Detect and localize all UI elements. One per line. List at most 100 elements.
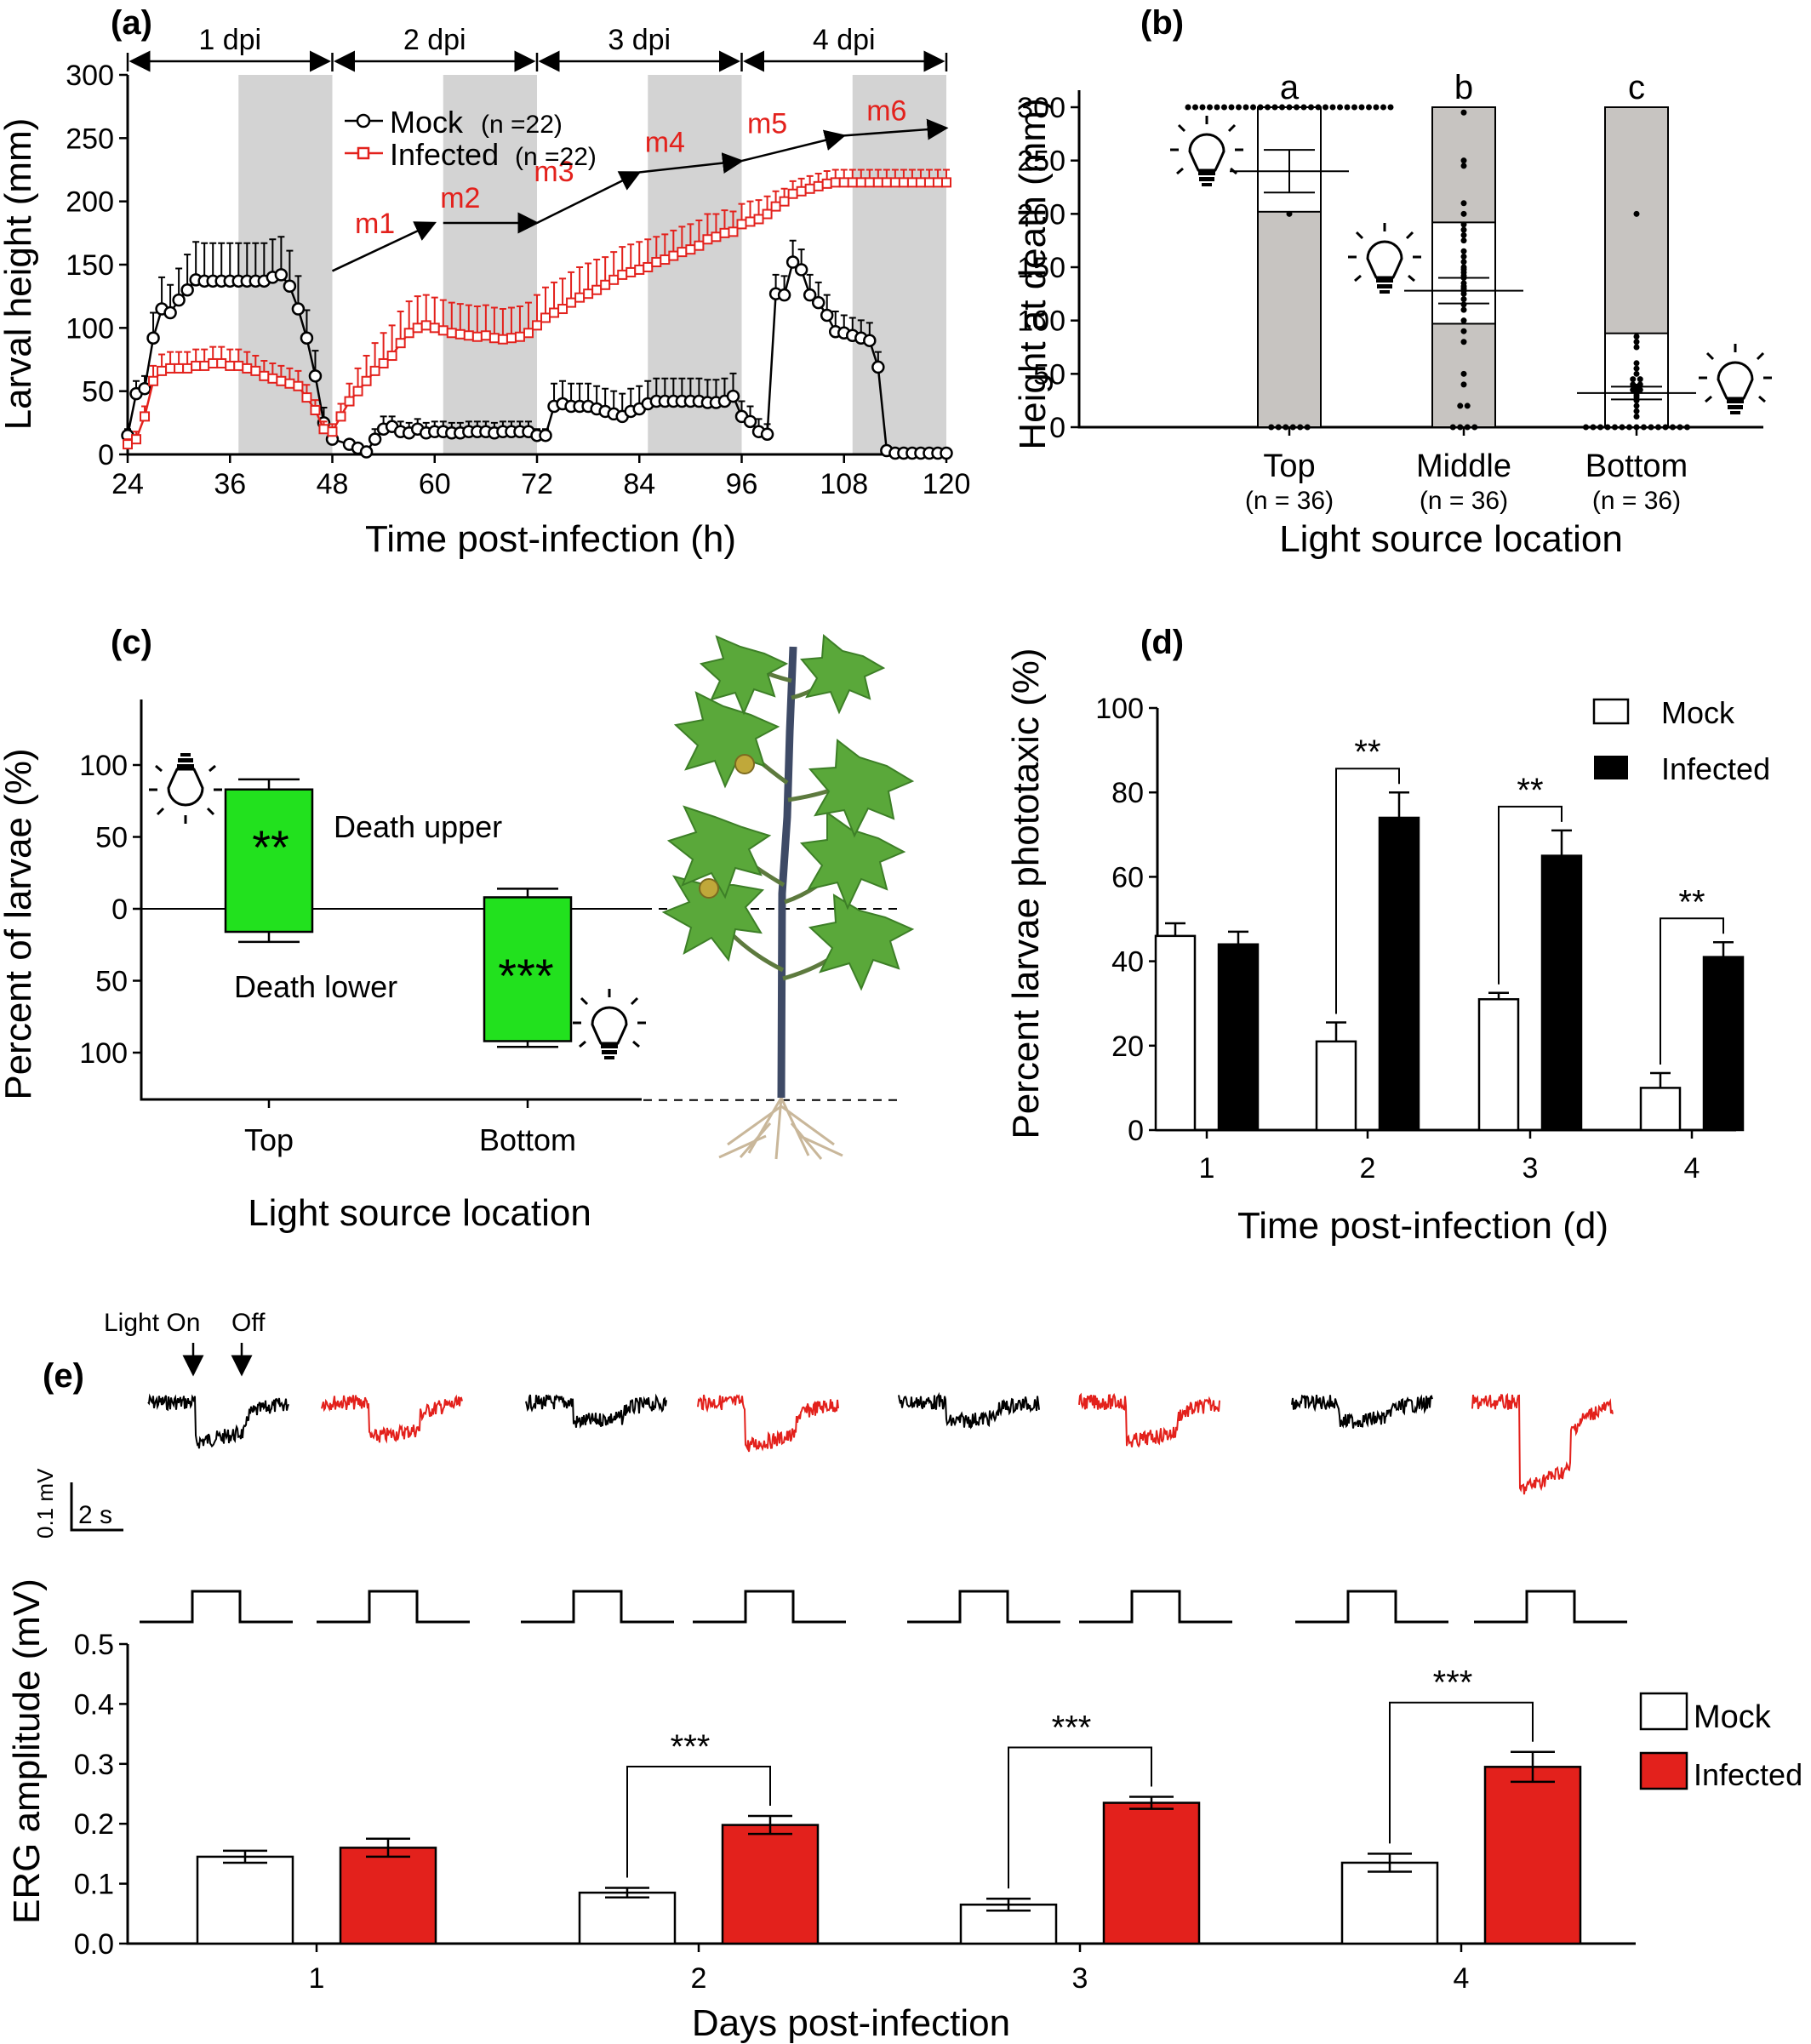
light-bulb-icon-bottom — [1697, 342, 1774, 416]
data-point — [940, 446, 953, 460]
data-point — [335, 411, 346, 422]
data-point — [932, 177, 943, 188]
data-point — [378, 357, 389, 368]
data-point — [651, 257, 662, 268]
x-tick-label: 60 — [419, 468, 451, 500]
death-point — [1630, 376, 1637, 383]
significance-bracket — [626, 1766, 771, 1878]
death-point — [1460, 163, 1467, 169]
y-tick-label: 150 — [66, 249, 114, 282]
category-label: Bottom — [1585, 448, 1688, 484]
x-tick-label: 1 — [1199, 1152, 1215, 1185]
panel-c-y-label: Percent of larvae (%) — [0, 748, 39, 1099]
data-point — [284, 378, 295, 389]
data-point — [250, 365, 261, 376]
legend-infected-n: (n =22) — [515, 143, 597, 171]
x-tick-label: 2 — [691, 1962, 707, 1995]
data-point — [557, 304, 568, 315]
category-label: Top — [1263, 448, 1315, 484]
data-point — [293, 380, 304, 391]
data-point — [318, 424, 329, 435]
y-tick-label: 20 — [1111, 1031, 1144, 1063]
death-point — [1185, 104, 1191, 111]
death-point — [1626, 424, 1632, 431]
error-bar — [397, 311, 404, 344]
death-point — [1633, 360, 1640, 367]
y-tick-label: 300 — [66, 60, 114, 92]
death-point — [1460, 381, 1467, 388]
bar-infected-day2 — [721, 1824, 820, 1945]
data-point — [180, 283, 194, 297]
y-tick-label: 50 — [82, 376, 114, 408]
panel-b: (b) 0 50 100 150 200 250 300 a Top (n = 36) b Middl… — [1012, 4, 1774, 560]
data-point — [148, 375, 159, 386]
data-point — [830, 177, 841, 188]
death-point — [1257, 104, 1264, 111]
death-point — [1460, 157, 1467, 164]
death-point — [1300, 104, 1307, 111]
erg-trace-infected-day1 — [321, 1394, 463, 1444]
y-tick-label: 200 — [1017, 198, 1065, 231]
data-point — [736, 219, 747, 230]
data-point — [276, 375, 287, 386]
death-lower-annotation: Death lower — [234, 969, 397, 1004]
data-point — [779, 196, 790, 207]
death-point — [1464, 403, 1471, 409]
light-stimulus-6 — [1079, 1590, 1232, 1624]
data-point — [591, 284, 603, 295]
death-upper-annotation: Death upper — [334, 809, 502, 844]
death-point — [1460, 328, 1467, 334]
death-point — [1460, 339, 1467, 345]
data-point — [668, 250, 679, 261]
panel-e-plot: 0.0 0.1 0.2 0.3 0.4 0.5 1 2 *** 3 *** 4 *** — [74, 1629, 1636, 1995]
panel-c-label: (c) — [111, 624, 152, 661]
data-point — [172, 293, 186, 307]
y-tick-label: 50 — [1033, 358, 1065, 391]
data-point — [463, 330, 474, 341]
panel-e-label: (e) — [43, 1357, 84, 1395]
data-point — [794, 263, 808, 277]
data-point — [216, 357, 227, 368]
bar-infected-d3 — [1540, 854, 1583, 1132]
death-point — [1604, 424, 1611, 431]
x-tick-label: 120 — [923, 468, 971, 500]
x-tick-label: 4 — [1454, 1962, 1470, 1995]
y-tick-label: 0.2 — [74, 1808, 114, 1841]
period-arrows: 1 dpi 2 dpi 3 dpi 4 dpi — [126, 24, 948, 72]
x-tick-label: 84 — [623, 468, 655, 500]
erg-traces — [147, 1391, 1614, 1495]
data-point — [881, 177, 892, 188]
death-point — [1677, 424, 1683, 431]
data-point — [694, 240, 705, 251]
death-point — [1637, 376, 1643, 383]
bar-infected-day3 — [1102, 1801, 1201, 1945]
legend-mock-n: (n =22) — [481, 111, 563, 139]
scale-s-text: 2 s — [78, 1501, 112, 1529]
data-point — [259, 370, 270, 381]
death-point — [1633, 413, 1640, 420]
erg-trace-mock-day4 — [1291, 1394, 1433, 1429]
death-point — [1460, 253, 1467, 260]
bar-infected-day4 — [1483, 1766, 1582, 1945]
data-point — [242, 363, 253, 374]
death-point — [1214, 104, 1220, 111]
erg-trace-mock-day1 — [147, 1393, 289, 1449]
data-point — [506, 333, 517, 344]
death-point — [1460, 109, 1467, 116]
data-point — [437, 325, 448, 336]
death-point — [1460, 237, 1467, 244]
data-point — [182, 363, 193, 374]
data-point — [225, 360, 236, 371]
significance-letter: c — [1628, 69, 1645, 106]
bar-infected-d4 — [1702, 956, 1745, 1132]
erg-trace-infected-day3 — [1078, 1392, 1220, 1448]
y-tick-label: 100 — [79, 1037, 128, 1070]
x-tick-label: 72 — [521, 468, 553, 500]
death-point — [1460, 231, 1467, 238]
migration-label: m1 — [355, 208, 395, 240]
significance-bracket — [1389, 1701, 1534, 1844]
y-tick-label: 0 — [1049, 412, 1065, 444]
data-point — [174, 363, 185, 374]
death-point — [1662, 424, 1669, 431]
legend-mock-marker — [356, 113, 371, 128]
